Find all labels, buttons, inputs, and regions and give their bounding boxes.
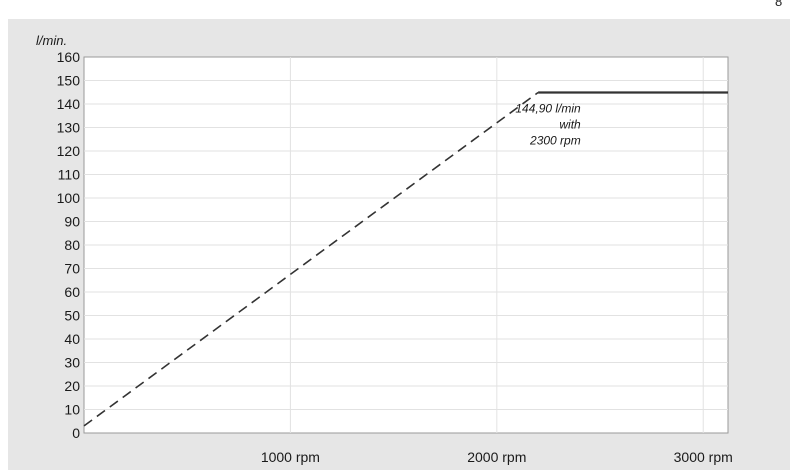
y-tick-label: 40 [64, 331, 80, 347]
annotation-line: with [559, 117, 581, 131]
y-tick-label: 130 [57, 120, 81, 136]
x-tick-label: 3000 rpm [674, 449, 733, 465]
flow-rate-chart: 0 10 20 30 40 50 60 70 80 90 100 110 120 130 140 150 160… [36, 33, 733, 465]
y-tick-label: 50 [64, 308, 80, 324]
y-tick-label: 70 [64, 261, 80, 277]
y-tick-label: 20 [64, 378, 80, 394]
y-tick-label: 110 [58, 167, 81, 183]
y-tick-label: 90 [64, 214, 80, 230]
y-tick-label: 100 [57, 190, 81, 206]
y-tick-label: 120 [57, 143, 81, 159]
y-tick-label: 140 [57, 96, 81, 112]
y-tick-label: 30 [64, 355, 80, 371]
axis-labels: 0 10 20 30 40 50 60 70 80 90 100 110 120 130 140 150 160… [36, 33, 733, 465]
y-axis-unit-label: l/min. [36, 33, 67, 48]
flow-ramp-line [83, 91, 539, 427]
y-tick-label: 160 [57, 49, 81, 65]
y-tick-label: 0 [72, 425, 80, 441]
y-tick-label: 80 [64, 237, 80, 253]
grid-lines [84, 57, 728, 433]
y-tick-label: 60 [64, 284, 80, 300]
annotation-line: 144,90 l/min [515, 101, 581, 115]
annotation-line: 2300 rpm [529, 133, 581, 147]
y-tick-label: 10 [64, 402, 80, 418]
chart-panel: 0 10 20 30 40 50 60 70 80 90 100 110 120 130 140 150 160… [8, 19, 790, 470]
x-tick-label: 1000 rpm [261, 449, 320, 465]
series-lines [83, 91, 728, 427]
corner-text: 8 [775, 0, 783, 9]
annotation: 144,90 l/min with 2300 rpm [515, 101, 581, 147]
y-tick-label: 150 [57, 73, 81, 89]
x-tick-label: 2000 rpm [467, 449, 526, 465]
